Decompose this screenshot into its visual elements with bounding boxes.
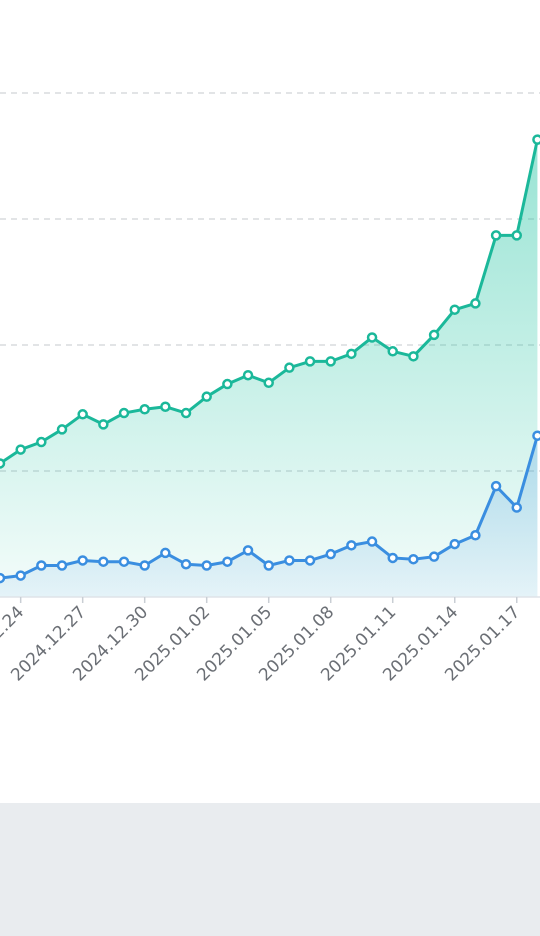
- point: [449, 538, 460, 550]
- point: [0, 572, 6, 584]
- point: [408, 351, 419, 362]
- point: [366, 332, 378, 343]
- point: [428, 551, 440, 562]
- point: [449, 304, 460, 315]
- point: [304, 555, 316, 566]
- area: [0, 435, 538, 597]
- point: [118, 556, 130, 567]
- point: [15, 444, 26, 455]
- point: [56, 424, 68, 435]
- point: [387, 346, 398, 357]
- point: [366, 536, 378, 547]
- point: [139, 560, 150, 571]
- point: [139, 404, 150, 415]
- point: [0, 458, 6, 469]
- point: [160, 547, 171, 559]
- point: [284, 362, 295, 373]
- point: [36, 560, 47, 571]
- point: [201, 560, 212, 571]
- point: [325, 356, 336, 367]
- point: [242, 545, 254, 556]
- point: [77, 555, 88, 566]
- point: [532, 134, 540, 145]
- point: [98, 419, 109, 430]
- point: [118, 407, 130, 419]
- point: [98, 556, 109, 567]
- point: [511, 230, 522, 241]
- point: [470, 298, 481, 309]
- point: [180, 407, 192, 419]
- point: [263, 377, 274, 389]
- point: [15, 570, 26, 581]
- point: [346, 540, 357, 551]
- point: [284, 555, 295, 566]
- point: [470, 530, 481, 541]
- point: [222, 556, 233, 567]
- point: [511, 502, 522, 513]
- footer-panel: [0, 803, 540, 936]
- point: [222, 378, 233, 390]
- point: [36, 436, 47, 448]
- point: [56, 560, 68, 571]
- point: [77, 409, 88, 420]
- area: [0, 139, 538, 597]
- point: [263, 560, 274, 571]
- point: [201, 391, 212, 402]
- point: [532, 430, 540, 441]
- point: [490, 480, 502, 492]
- point: [242, 369, 254, 381]
- point: [160, 401, 171, 412]
- point: [180, 558, 192, 570]
- point: [408, 553, 419, 565]
- point: [325, 548, 336, 560]
- point: [346, 348, 357, 360]
- point: [304, 356, 316, 367]
- point: [387, 552, 398, 564]
- point: [490, 230, 502, 241]
- point: [428, 329, 440, 341]
